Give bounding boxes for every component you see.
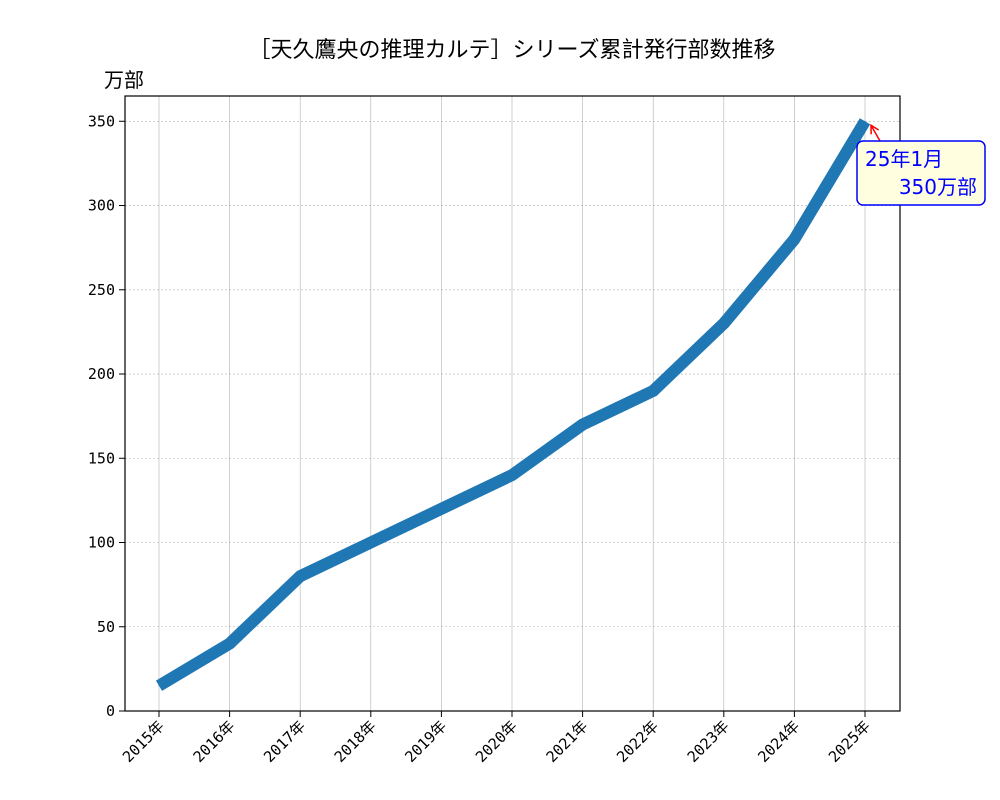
x-tick-label: 2023年: [684, 717, 733, 766]
y-tick-label: 0: [106, 702, 115, 720]
data-point: [582, 424, 584, 426]
series-points: [158, 120, 866, 687]
annotation-arrow: [870, 124, 881, 142]
plot-frame: [124, 95, 901, 712]
data-point: [511, 474, 513, 476]
x-tick-label: 2021年: [543, 717, 592, 766]
y-tick-label: 350: [88, 112, 115, 130]
y-tick-label: 250: [88, 281, 115, 299]
chart-title: ［天久鷹央の推理カルテ］シリーズ累計発行部数推移: [249, 38, 776, 63]
y-tick-label: 150: [88, 449, 115, 467]
data-point: [723, 322, 725, 324]
grid: [125, 96, 900, 712]
x-tick-label: 2019年: [401, 717, 450, 766]
data-point: [793, 238, 795, 240]
x-tick-label: 2017年: [260, 717, 309, 766]
data-point: [229, 643, 231, 645]
axis-ticks: 2015年 2016年 2017年 2018年 2019年 2020年 2021年 2022年…: [88, 112, 874, 766]
x-tick-label: 2024年: [754, 717, 803, 766]
annotation-box: [856, 140, 986, 206]
y-axis-label: 万部: [104, 68, 144, 92]
x-tick-label: 2016年: [190, 717, 239, 766]
annotation-line2: 350万部: [899, 175, 977, 199]
x-tick-label: 2022年: [613, 717, 662, 766]
y-tick-label: 300: [88, 197, 115, 215]
annotation-line1: 25年1月: [865, 147, 943, 171]
data-point: [299, 575, 301, 577]
y-tick-label: 50: [97, 618, 115, 636]
data-point: [158, 685, 160, 687]
data-point: [652, 390, 654, 392]
x-tick-label: 2025年: [825, 717, 874, 766]
y-tick-label: 100: [88, 534, 115, 552]
data-point: [440, 508, 442, 510]
data-point: [864, 120, 866, 122]
x-tick-label: 2020年: [472, 717, 521, 766]
x-tick-label: 2015年: [119, 717, 168, 766]
x-tick-label: 2018年: [331, 717, 380, 766]
y-tick-label: 200: [88, 365, 115, 383]
annotation: 25年1月 350万部: [856, 123, 986, 206]
annotation-arrowhead: [870, 123, 880, 135]
data-point: [370, 542, 372, 544]
